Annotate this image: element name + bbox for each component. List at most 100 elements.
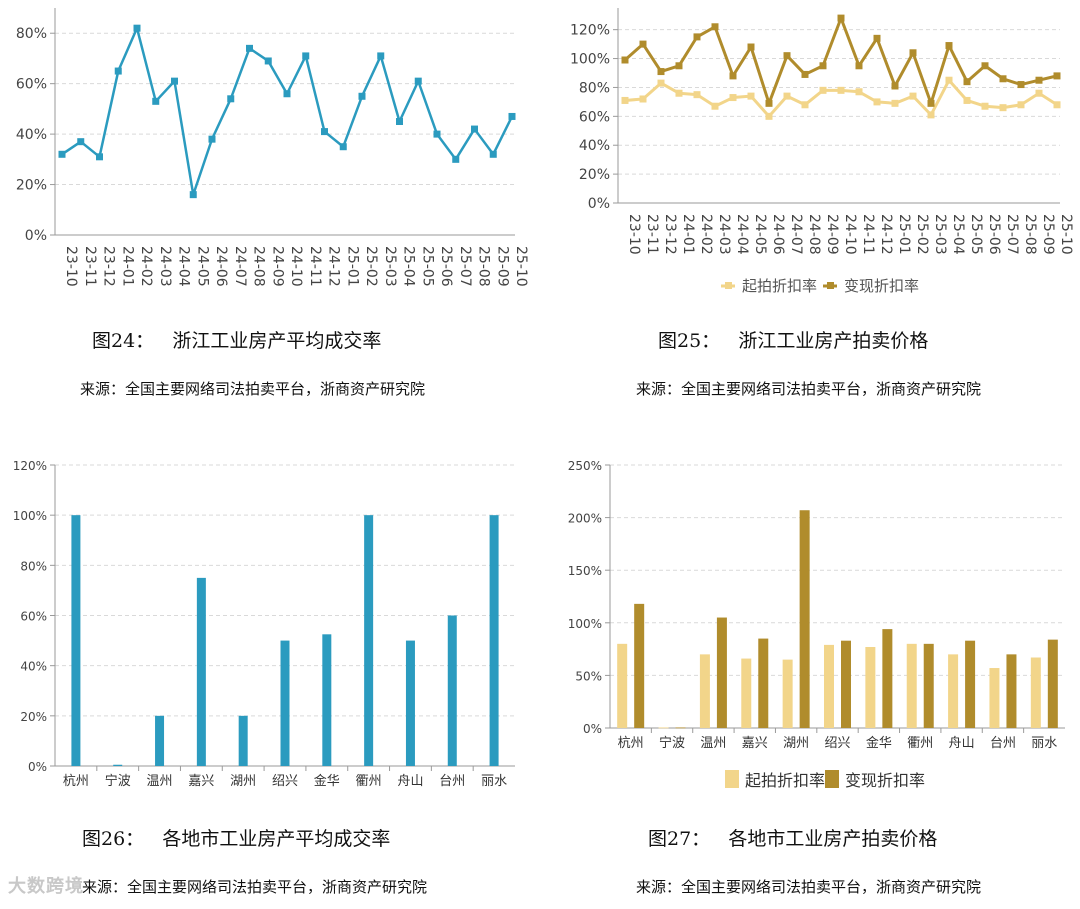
fig25-data-point [657, 79, 665, 87]
fig25-ytick-label: 80% [579, 80, 610, 96]
fig25-data-point [747, 43, 755, 51]
fig25-caption: 图25： 浙江工业房产拍卖价格 [658, 326, 928, 353]
fig26-bar [113, 764, 123, 766]
fig25-data-point [1035, 76, 1043, 84]
fig25-data-point [837, 86, 845, 94]
fig25-xtick-label: 24-03 [716, 214, 732, 255]
fig27-bar [824, 644, 834, 728]
fig27-caption: 图27： 各地市工业房产拍卖价格 [648, 824, 937, 851]
fig27-bar [865, 646, 876, 728]
fig26-number: 图26： [82, 828, 145, 850]
fig27-category-label: 湖州 [783, 736, 809, 751]
fig24-data-point [246, 44, 253, 52]
fig25-data-point [999, 75, 1007, 83]
fig25-data-point [1035, 89, 1043, 97]
fig27-category-label: 温州 [700, 736, 726, 751]
fig25-data-point [1017, 81, 1025, 89]
fig26-ytick-label: 120% [13, 459, 47, 473]
fig25-xtick-label: 25-02 [914, 214, 930, 255]
fig25-data-point [711, 102, 719, 110]
fig27-bar [799, 510, 810, 728]
fig25-data-point [873, 98, 881, 106]
fig27-ytick-label: 50% [575, 669, 602, 683]
fig25-data-point [675, 89, 683, 97]
fig26-bar [322, 634, 332, 766]
fig25-xtick-label: 23-11 [644, 214, 660, 255]
fig26-category-label: 宁波 [105, 773, 131, 789]
fig27-source: 来源：全国主要网络司法拍卖平台，浙商资产研究院 [636, 878, 982, 896]
fig27-category-label: 杭州 [618, 736, 644, 751]
fig26-category-label: 杭州 [63, 774, 89, 789]
fig24-ytick-label: 80% [16, 26, 47, 42]
fig26-bar [155, 715, 165, 766]
fig26-bar [196, 577, 206, 766]
fig26-category-label: 舟山 [397, 774, 423, 789]
fig27-bar [965, 640, 976, 728]
fig26-ytick-label: 100% [13, 509, 47, 523]
fig24-data-point [358, 92, 366, 100]
fig24-xtick-label: 25-05 [419, 246, 435, 287]
fig24-xtick-label: 24-06 [213, 246, 229, 287]
fig25-data-point [855, 88, 863, 96]
fig27-number: 图27： [648, 828, 711, 850]
fig24-data-point [489, 150, 497, 158]
fig25-data-point [927, 111, 935, 119]
fig24-xtick-label: 25-06 [438, 246, 454, 287]
fig24-xtick-label: 24-07 [232, 246, 248, 287]
fig26-ytick-label: 80% [20, 559, 47, 573]
fig25-legend-label: 起拍折扣率 [742, 277, 817, 295]
fig26-bar [405, 640, 415, 766]
fig25-data-point [819, 62, 827, 70]
fig27-bar [741, 658, 752, 728]
fig24-data-point [321, 128, 328, 136]
fig24-xtick-label: 25-09 [494, 246, 510, 287]
fig25-data-point [981, 102, 989, 110]
fig25-ytick-label: 20% [579, 167, 610, 183]
fig25-data-point [621, 96, 629, 104]
fig25-data-point [693, 91, 701, 99]
fig25-data-point [747, 92, 755, 100]
chart-fig25: 0%20%40%60%80%100%120%23-10 23-11 23-12 24-… [570, 8, 1074, 295]
fig25-xtick-label: 24-06 [770, 214, 786, 255]
fig24-xtick-label: 24-02 [138, 246, 154, 287]
fig24-data-point [471, 125, 478, 133]
fig25-xtick-label: 25-04 [950, 214, 966, 255]
fig25-xtick-label: 25-06 [986, 214, 1002, 255]
fig25-data-point [729, 94, 737, 102]
fig25-data-point [1053, 72, 1061, 80]
fig26-category-label: 衢州 [356, 774, 382, 789]
fig24-source: 来源：全国主要网络司法拍卖平台，浙商资产研究院 [80, 380, 426, 398]
fig25-data-point [783, 52, 791, 60]
fig24-data-point [58, 150, 66, 158]
fig27-legend-label: 变现折扣率 [845, 771, 925, 790]
fig24-xtick-label: 23-11 [82, 246, 98, 287]
fig24-data-point [227, 95, 235, 103]
fig24-title: 浙江工业房产平均成交率 [172, 330, 382, 352]
fig25-data-point [639, 40, 647, 48]
fig25-data-point [963, 96, 971, 104]
fig24-xtick-label: 25-02 [363, 246, 379, 287]
fig24-data-point [171, 77, 178, 85]
fig27-legend-label: 起拍折扣率 [745, 771, 825, 790]
fig25-ytick-label: 60% [579, 109, 610, 125]
fig24-series-line [61, 26, 514, 196]
fig24-xtick-label: 25-10 [513, 246, 529, 287]
fig25-data-point [945, 76, 953, 84]
fig24-xtick-label: 25-07 [457, 246, 473, 287]
fig25-legend-marker [725, 282, 732, 289]
fig26-category-label: 湖州 [230, 774, 256, 789]
fig24-xtick-label: 24-10 [288, 246, 304, 287]
fig24-ytick-label: 40% [16, 127, 47, 143]
fig25-xtick-label: 24-04 [734, 214, 750, 255]
fig27-bar [758, 638, 769, 728]
fig25-xtick-label: 25-05 [968, 214, 984, 255]
fig27-category-label: 衢州 [907, 736, 933, 751]
fig25-source: 来源：全国主要网络司法拍卖平台，浙商资产研究院 [636, 380, 982, 398]
fig27-bar [906, 643, 917, 728]
fig27-bar [1006, 654, 1017, 728]
fig27-bar [923, 643, 934, 728]
fig24-xtick-label: 24-03 [157, 246, 173, 287]
fig25-xtick-label: 24-09 [824, 214, 840, 255]
fig27-title: 各地市工业房产拍卖价格 [728, 828, 938, 850]
fig25-data-point [801, 70, 809, 78]
